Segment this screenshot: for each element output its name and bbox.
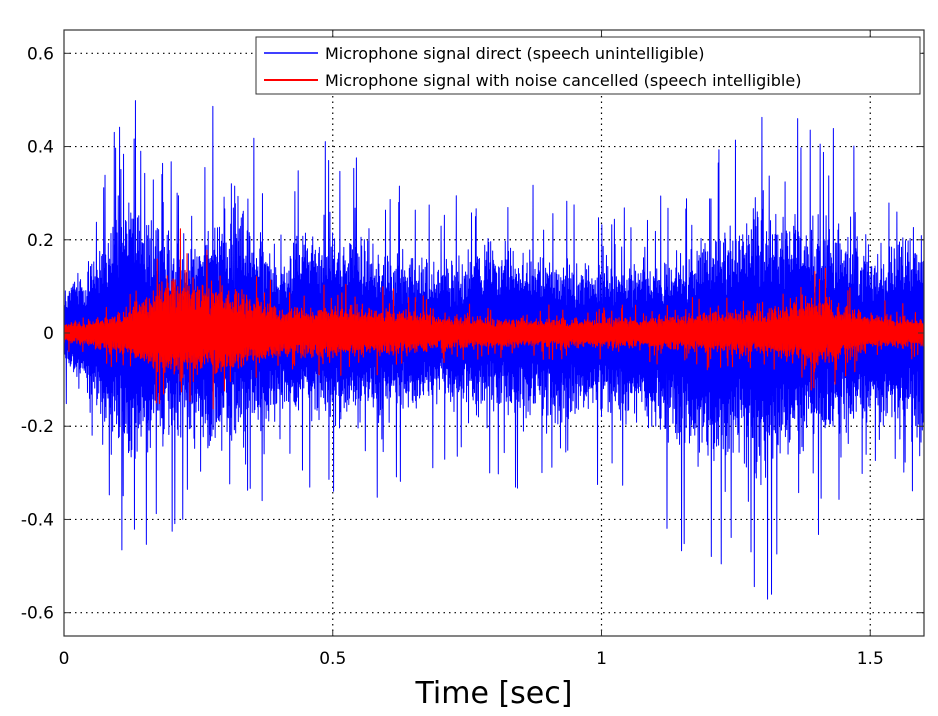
x-tick-label: 0.5 bbox=[319, 649, 346, 669]
legend-label-direct: Microphone signal direct (speech unintel… bbox=[325, 44, 705, 63]
series-cancelled-line bbox=[64, 228, 924, 410]
x-tick-labels: 0 0.5 1 1.5 bbox=[59, 649, 884, 669]
y-tick-label: -0.6 bbox=[21, 604, 54, 624]
y-tick-label: 0.4 bbox=[27, 138, 54, 158]
tick-marks bbox=[63, 30, 924, 636]
y-tick-label: 0 bbox=[43, 324, 54, 344]
series-layer bbox=[64, 100, 924, 600]
x-axis-label: Time [sec] bbox=[415, 676, 573, 711]
x-tick-label: 0 bbox=[59, 649, 70, 669]
y-tick-label: 0.6 bbox=[27, 44, 54, 64]
y-tick-label: 0.2 bbox=[27, 231, 54, 251]
y-tick-label: -0.4 bbox=[21, 510, 54, 530]
y-tick-labels: -0.6 -0.4 -0.2 0 0.2 0.4 0.6 bbox=[21, 44, 54, 623]
x-tick-label: 1 bbox=[596, 649, 607, 669]
legend-label-cancelled: Microphone signal with noise cancelled (… bbox=[325, 71, 801, 90]
legend: Microphone signal direct (speech unintel… bbox=[255, 36, 921, 95]
legend-box bbox=[255, 36, 921, 95]
y-tick-label: -0.2 bbox=[21, 417, 54, 437]
x-tick-label: 1.5 bbox=[857, 649, 884, 669]
